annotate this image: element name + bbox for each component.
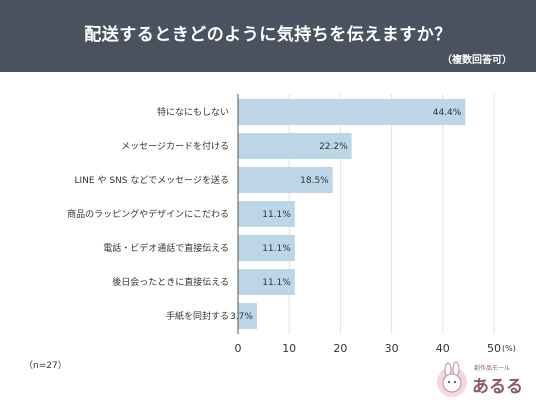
sample-size-note: （n=27） bbox=[24, 361, 67, 371]
x-unit-label: (%) bbox=[502, 344, 516, 353]
x-tick-label: 20 bbox=[333, 342, 347, 355]
value-label: 22.2% bbox=[319, 142, 348, 152]
header-banner: 配送するときどのように気持ちを伝えますか？ （複数回答可） bbox=[0, 0, 536, 72]
x-tick-label: 50 bbox=[487, 342, 501, 355]
logo-tagline: 創作品モール bbox=[474, 364, 510, 372]
category-label: 手紙を同封する bbox=[166, 310, 229, 322]
value-label: 44.4% bbox=[433, 108, 462, 118]
category-label: 電話・ビデオ通話で直接伝える bbox=[103, 242, 229, 254]
chart-title: 配送するときどのように気持ちを伝えますか？ bbox=[84, 25, 452, 45]
category-label: 特になにもしない bbox=[157, 106, 229, 118]
rabbit-face-icon bbox=[442, 373, 462, 393]
bar bbox=[238, 269, 295, 295]
x-tick-label: 0 bbox=[235, 342, 242, 355]
category-label: メッセージカードを付ける bbox=[121, 141, 229, 152]
bar bbox=[238, 99, 466, 125]
category-label: 後日会ったときに直接伝える bbox=[112, 276, 229, 288]
aruru-logo: 創作品モール あるる bbox=[437, 361, 523, 397]
bar bbox=[238, 303, 257, 329]
rabbit-eye-icon bbox=[447, 380, 451, 384]
category-label: LINE や SNS などでメッセージを送る bbox=[75, 174, 229, 186]
value-label: 11.1% bbox=[262, 278, 291, 288]
value-label: 3.7% bbox=[230, 312, 253, 322]
value-label: 11.1% bbox=[262, 244, 291, 254]
bar bbox=[238, 133, 352, 159]
rabbit-eye-icon bbox=[453, 380, 457, 384]
bar bbox=[238, 167, 333, 193]
bar bbox=[238, 235, 295, 261]
value-label: 18.5% bbox=[300, 176, 329, 186]
bar-chart: 特になにもしない 44.4% メッセージカードを付ける 22.2% LINE や SNS… bbox=[67, 94, 516, 355]
x-tick-label: 40 bbox=[436, 342, 450, 355]
category-label: 商品のラッピングやデザインにこだわる bbox=[67, 208, 229, 220]
chart-subtitle: （複数回答可） bbox=[442, 55, 512, 66]
logo-name: あるる bbox=[472, 377, 523, 397]
value-label: 11.1% bbox=[262, 210, 291, 220]
bar bbox=[238, 201, 295, 227]
x-tick-label: 30 bbox=[385, 342, 399, 355]
x-tick-label: 10 bbox=[282, 342, 296, 355]
